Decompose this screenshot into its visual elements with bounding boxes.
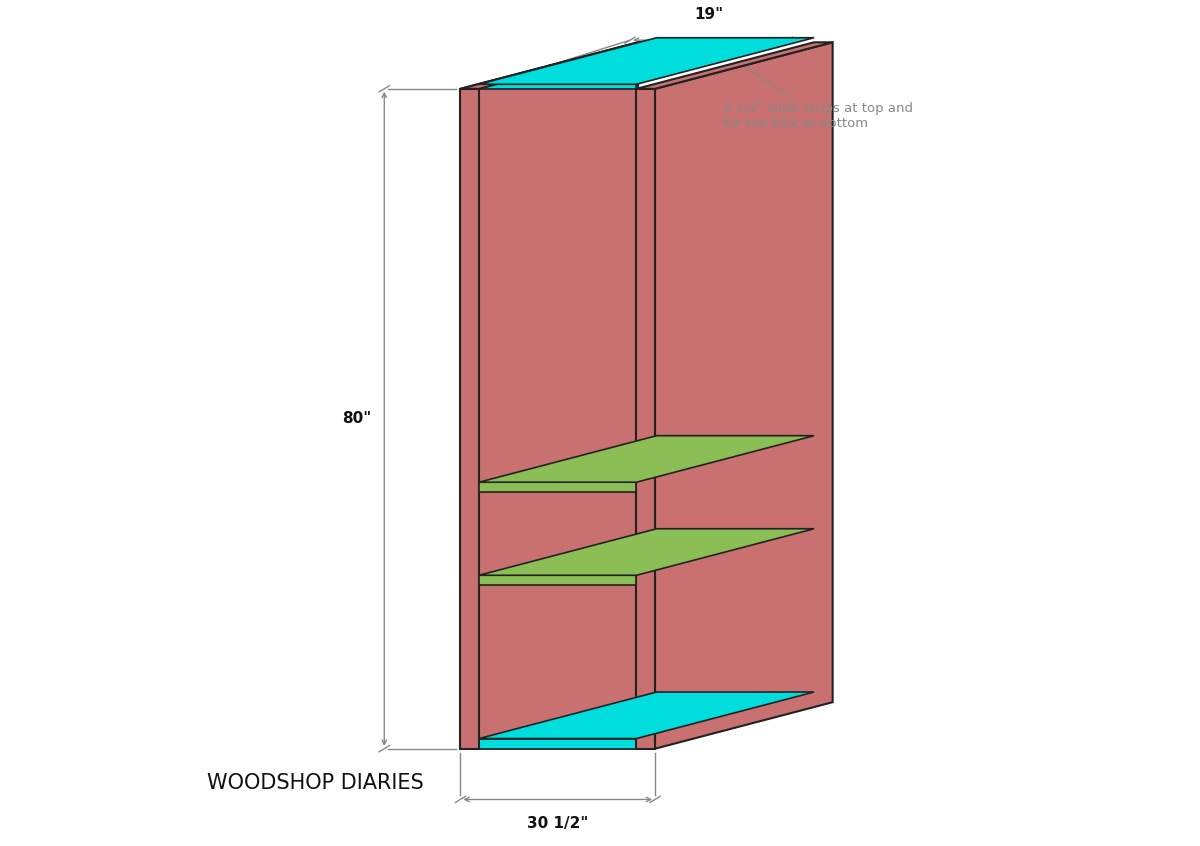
Polygon shape	[479, 739, 636, 749]
Text: 3 1/2" wide strips at top and
for toe kick at bottom: 3 1/2" wide strips at top and for toe ki…	[722, 67, 913, 129]
Polygon shape	[479, 529, 814, 575]
Polygon shape	[636, 42, 833, 89]
Polygon shape	[479, 38, 814, 85]
Text: 80": 80"	[342, 411, 372, 426]
Polygon shape	[461, 42, 656, 89]
Polygon shape	[479, 702, 814, 749]
Polygon shape	[655, 42, 833, 749]
Polygon shape	[479, 482, 636, 492]
Polygon shape	[636, 89, 655, 749]
Polygon shape	[479, 436, 814, 482]
Text: WOODSHOP DIARIES: WOODSHOP DIARIES	[206, 772, 424, 793]
Polygon shape	[479, 692, 814, 739]
Text: 17": 17"	[587, 552, 617, 567]
Text: 19": 19"	[694, 7, 724, 21]
Text: 30 1/2": 30 1/2"	[527, 816, 588, 832]
Polygon shape	[461, 42, 638, 749]
Polygon shape	[479, 575, 636, 585]
Polygon shape	[479, 85, 636, 89]
Polygon shape	[461, 89, 479, 749]
